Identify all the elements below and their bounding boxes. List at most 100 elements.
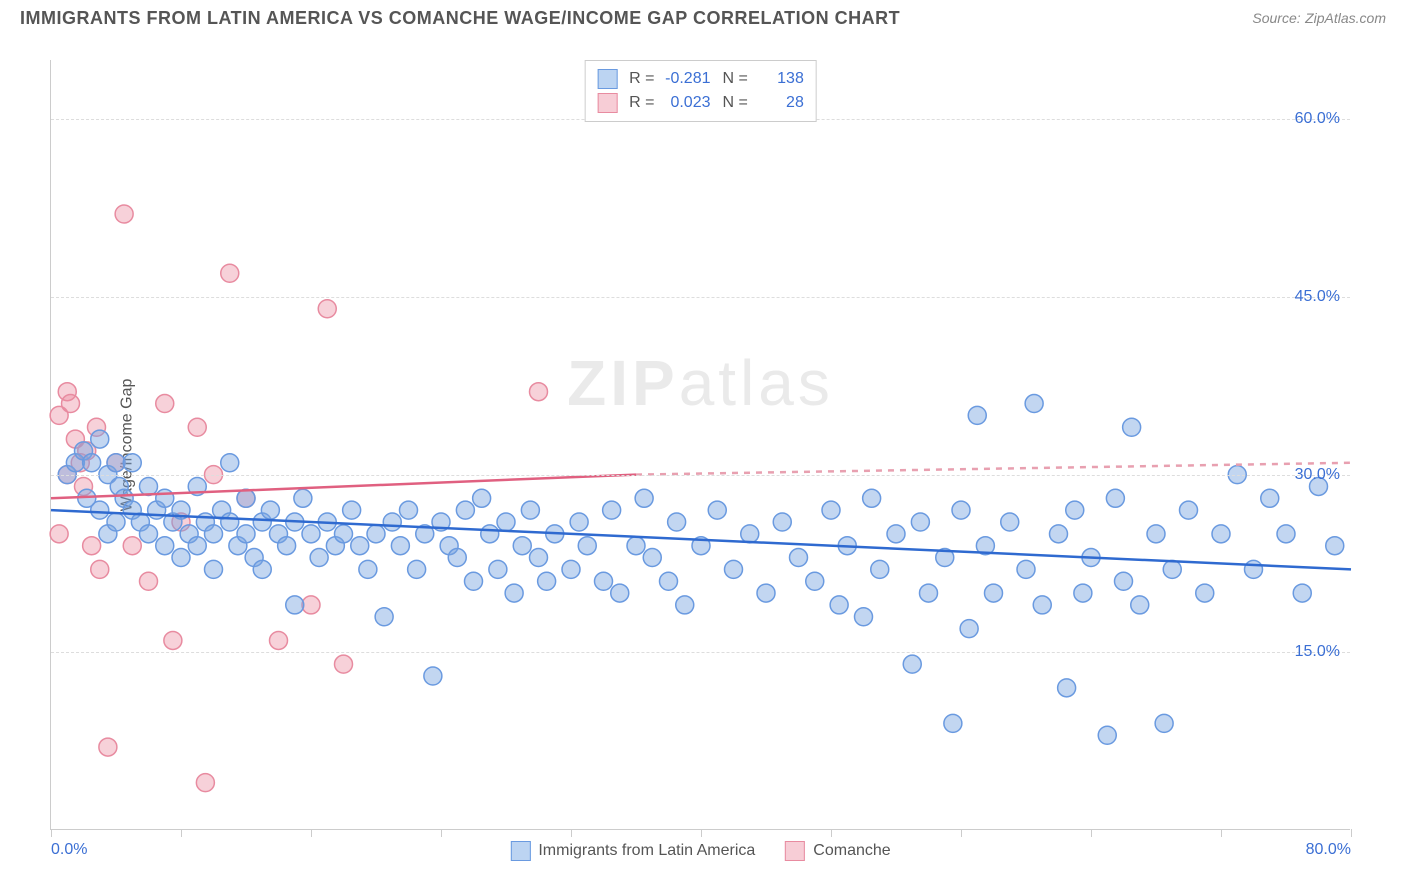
data-point <box>1131 596 1149 614</box>
data-point <box>863 489 881 507</box>
x-tick-label-left: 0.0% <box>51 841 87 859</box>
data-point <box>1050 525 1068 543</box>
data-point <box>790 549 808 567</box>
data-point <box>871 560 889 578</box>
data-point <box>62 395 80 413</box>
y-tick-label: 30.0% <box>1295 466 1340 484</box>
data-point <box>107 513 125 531</box>
data-point <box>278 537 296 555</box>
x-tick-label-right: 80.0% <box>1306 841 1351 859</box>
data-point <box>302 596 320 614</box>
data-point <box>164 631 182 649</box>
y-tick-label: 45.0% <box>1295 288 1340 306</box>
data-point <box>91 501 109 519</box>
data-point <box>1196 584 1214 602</box>
data-point <box>960 620 978 638</box>
n-value-0: 138 <box>756 70 804 88</box>
x-tick <box>571 829 572 837</box>
data-point <box>635 489 653 507</box>
data-point <box>668 513 686 531</box>
data-point <box>1277 525 1295 543</box>
data-point <box>538 572 556 590</box>
data-point <box>1147 525 1165 543</box>
data-point <box>725 560 743 578</box>
data-point <box>115 205 133 223</box>
y-tick-label: 60.0% <box>1295 110 1340 128</box>
data-point <box>253 560 271 578</box>
data-point <box>221 513 239 531</box>
n-value-1: 28 <box>756 94 804 112</box>
x-tick <box>831 829 832 837</box>
data-point <box>1123 418 1141 436</box>
x-tick <box>1351 829 1352 837</box>
data-point <box>1098 726 1116 744</box>
x-tick <box>51 829 52 837</box>
r-value-1: 0.023 <box>663 94 711 112</box>
data-point <box>611 584 629 602</box>
data-point <box>286 596 304 614</box>
data-point <box>676 596 694 614</box>
y-tick-label: 15.0% <box>1295 643 1340 661</box>
x-tick <box>181 829 182 837</box>
data-point <box>196 774 214 792</box>
legend-row-series-0: R = -0.281 N = 138 <box>597 67 804 91</box>
data-point <box>400 501 418 519</box>
data-point <box>91 430 109 448</box>
data-point <box>1001 513 1019 531</box>
data-point <box>1326 537 1344 555</box>
swatch-series-0 <box>597 69 617 89</box>
data-point <box>83 537 101 555</box>
data-point <box>237 525 255 543</box>
data-point <box>1058 679 1076 697</box>
data-point <box>318 300 336 318</box>
data-point <box>140 477 158 495</box>
data-point <box>237 489 255 507</box>
x-tick <box>441 829 442 837</box>
data-point <box>660 572 678 590</box>
data-point <box>367 525 385 543</box>
gridline <box>51 652 1350 653</box>
n-label: N = <box>723 70 748 88</box>
series-name-0: Immigrants from Latin America <box>538 842 755 860</box>
data-point <box>1115 572 1133 590</box>
data-point <box>1017 560 1035 578</box>
data-point <box>911 513 929 531</box>
data-point <box>270 631 288 649</box>
x-tick <box>1091 829 1092 837</box>
data-point <box>1074 584 1092 602</box>
scatter-svg <box>51 60 1350 829</box>
swatch-icon <box>785 841 805 861</box>
data-point <box>627 537 645 555</box>
data-point <box>343 501 361 519</box>
r-label: R = <box>629 94 654 112</box>
chart-title: IMMIGRANTS FROM LATIN AMERICA VS COMANCH… <box>20 8 900 29</box>
data-point <box>489 560 507 578</box>
data-point <box>773 513 791 531</box>
x-tick <box>1221 829 1222 837</box>
data-point <box>294 489 312 507</box>
data-point <box>1261 489 1279 507</box>
source-value: ZipAtlas.com <box>1305 10 1386 26</box>
legend-row-series-1: R = 0.023 N = 28 <box>597 91 804 115</box>
data-point <box>302 525 320 543</box>
data-point <box>513 537 531 555</box>
data-point <box>1025 395 1043 413</box>
legend-item-1: Comanche <box>785 841 890 861</box>
data-point <box>123 454 141 472</box>
data-point <box>530 549 548 567</box>
data-point <box>643 549 661 567</box>
data-point <box>448 549 466 567</box>
data-point <box>83 454 101 472</box>
swatch-series-1 <box>597 93 617 113</box>
data-point <box>221 264 239 282</box>
data-point <box>985 584 1003 602</box>
data-point <box>562 560 580 578</box>
data-point <box>310 549 328 567</box>
chart-plot-area: Wage/Income Gap ZIPatlas R = -0.281 N = … <box>50 60 1350 830</box>
data-point <box>205 560 223 578</box>
data-point <box>1033 596 1051 614</box>
data-point <box>140 572 158 590</box>
data-point <box>603 501 621 519</box>
data-point <box>140 525 158 543</box>
swatch-icon <box>510 841 530 861</box>
